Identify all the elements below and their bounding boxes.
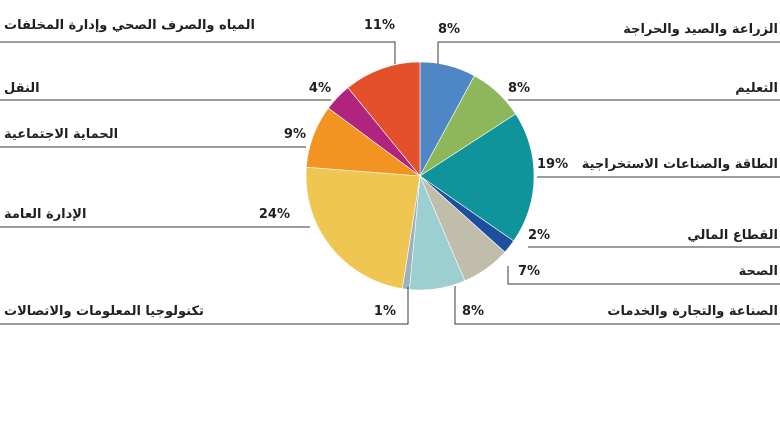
leader-line-5: [454, 286, 780, 325]
slice-label-2: الطاقة والصناعات الاستخراجية: [582, 157, 778, 172]
slice-label-6: تكنولوجيا المعلومات والاتصالات: [4, 304, 204, 319]
slice-label-5: الصناعة والتجارة والخدمات: [607, 304, 778, 319]
leader-line-6: [0, 287, 409, 325]
slice-percent-10: 11%: [364, 18, 395, 33]
slice-label-9: النقل: [4, 81, 40, 96]
leader-lines: [0, 41, 780, 325]
slice-percent-5: 8%: [462, 304, 484, 319]
pie-slice-7: [305, 166, 421, 289]
slice-label-4: الصحة: [739, 264, 778, 279]
slice-label-7: الإدارة العامة: [4, 207, 86, 222]
slice-label-8: الحماية الاجتماعية: [4, 127, 118, 142]
leader-line-0: [437, 41, 780, 64]
slice-label-3: القطاع المالي: [687, 228, 778, 243]
pie-slice-10: [347, 61, 421, 177]
slice-percent-0: 8%: [438, 22, 460, 37]
slice-label-1: التعليم: [735, 81, 778, 96]
slice-percent-2: 19%: [537, 157, 568, 172]
slice-percent-8: 9%: [284, 127, 306, 142]
slice-labels: الزراعة والصيد والحراجة 8% التعليم 8% الطاقة…: [4, 18, 778, 319]
pie-slices: [305, 61, 535, 291]
slice-percent-3: 2%: [528, 228, 550, 243]
slice-label-10: المياه والصرف الصحي وإدارة المخلفات: [4, 18, 255, 33]
slice-label-0: الزراعة والصيد والحراجة: [623, 22, 778, 37]
slice-percent-7: 24%: [259, 207, 290, 222]
slice-percent-9: 4%: [309, 81, 331, 96]
leader-line-10: [0, 41, 396, 64]
leader-line-4: [507, 266, 780, 285]
pie-slice-2: [419, 113, 535, 242]
slice-percent-6: 1%: [374, 304, 396, 319]
slice-percent-4: 7%: [518, 264, 540, 279]
slice-percent-1: 8%: [508, 81, 530, 96]
